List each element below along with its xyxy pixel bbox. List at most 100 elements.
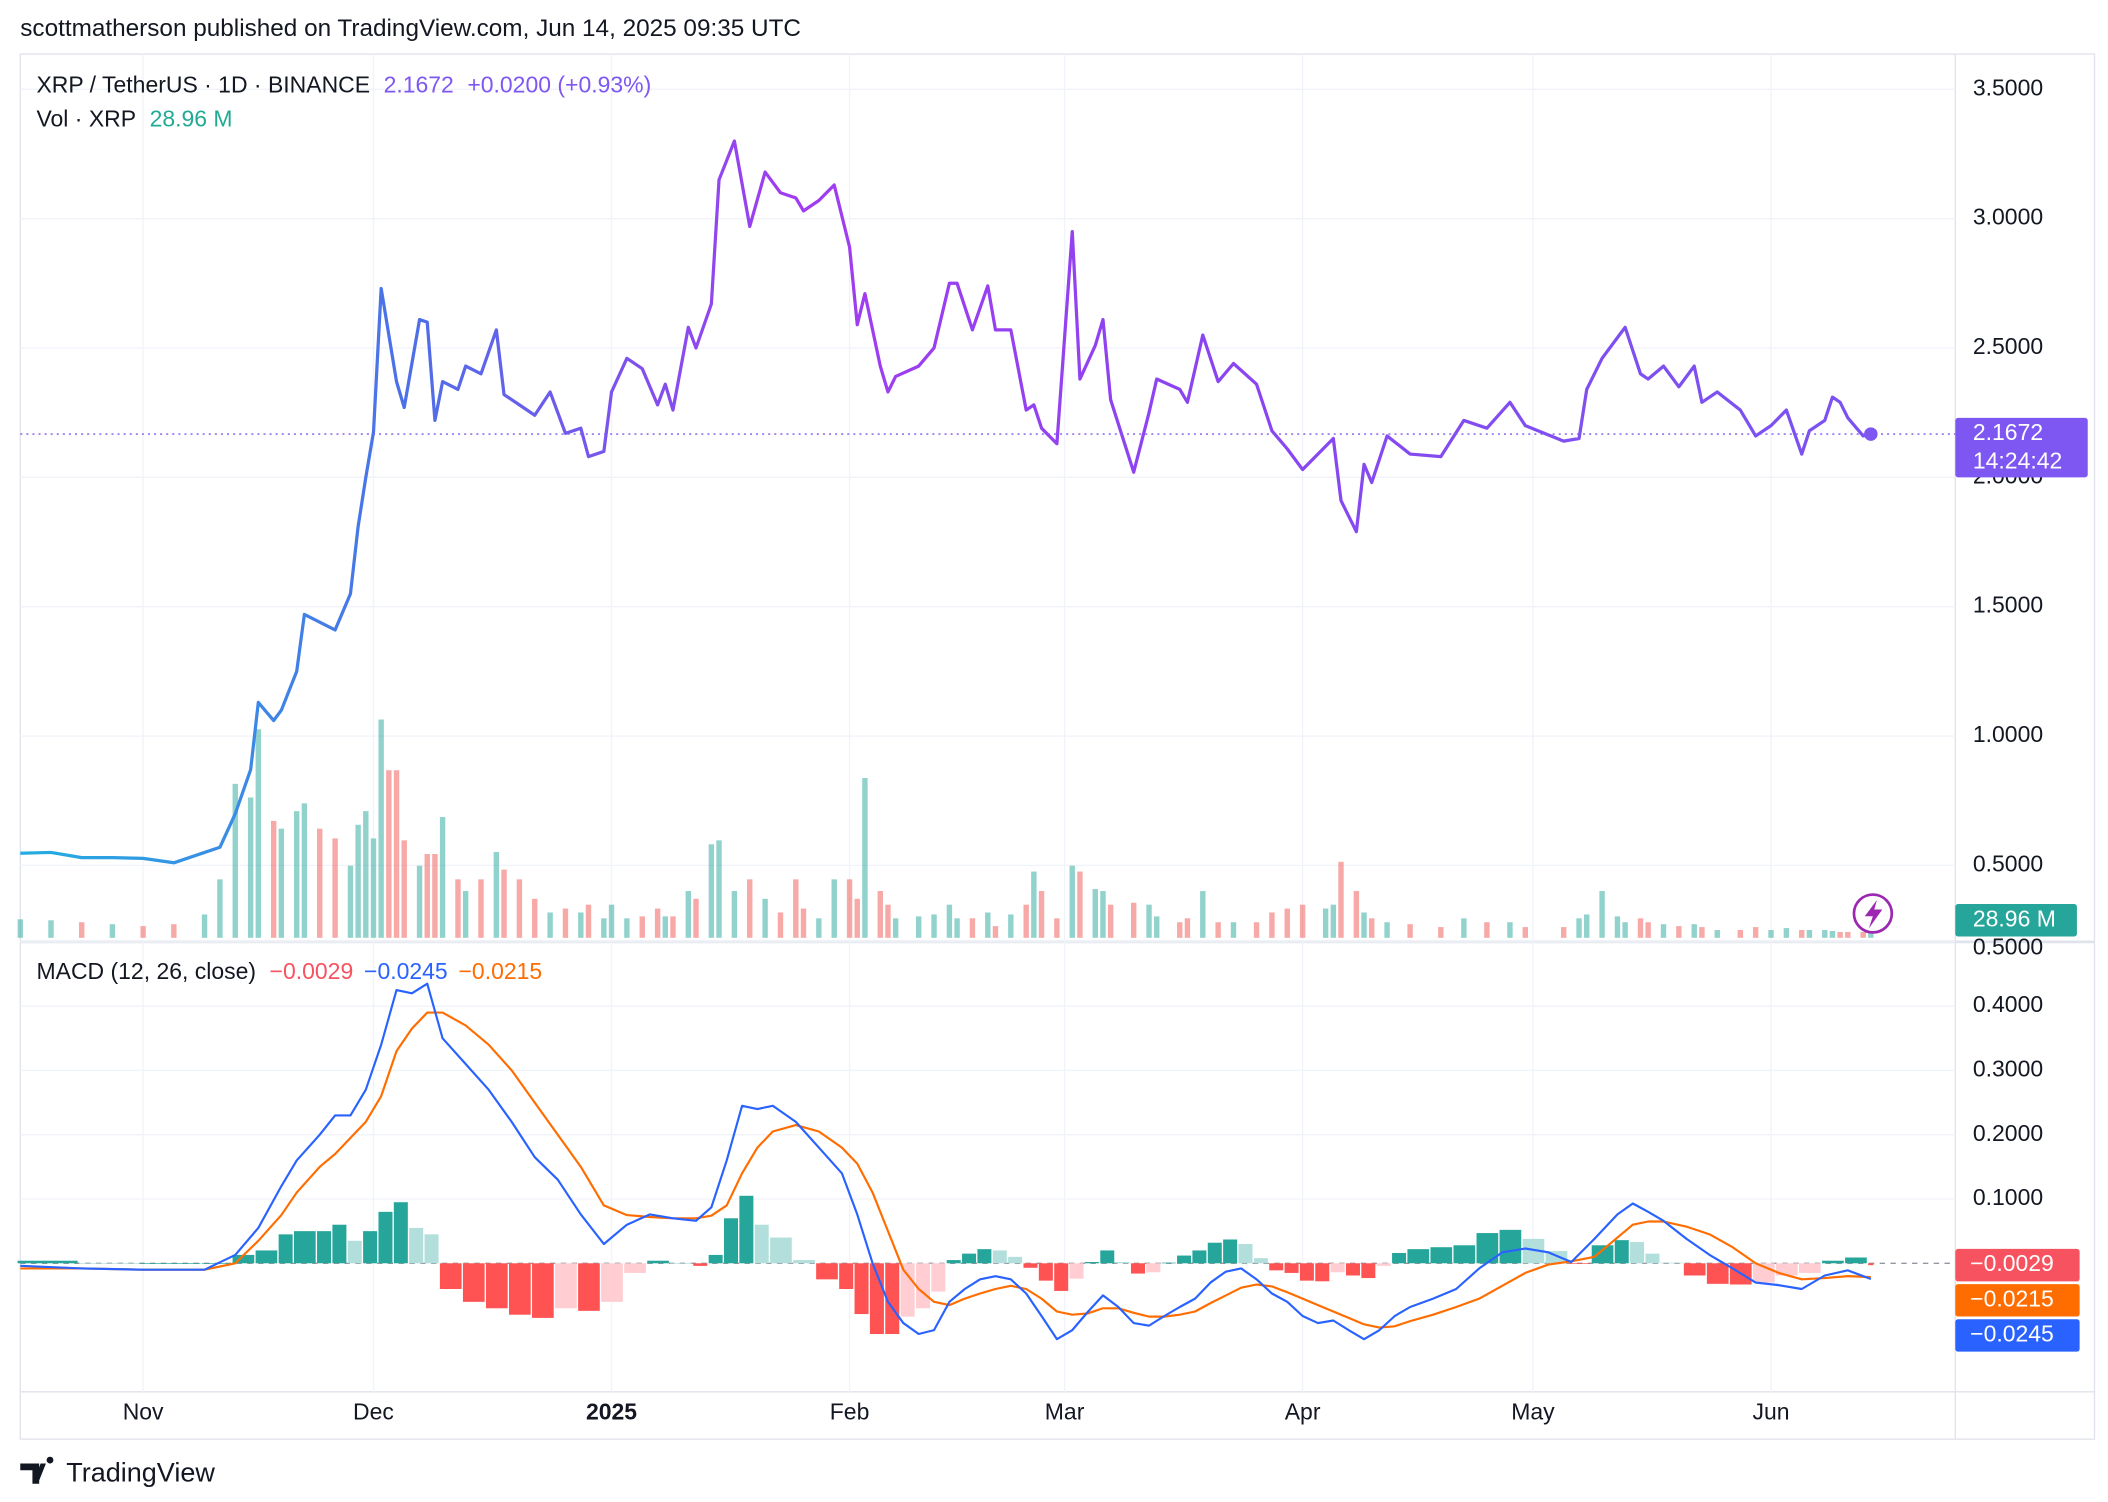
last-price: 2.1672: [384, 72, 454, 98]
histogram-bar: [1522, 1238, 1545, 1264]
volume-bar: [854, 898, 860, 938]
volume-bar: [439, 816, 446, 938]
volume-bar: [1107, 904, 1114, 938]
histogram-bar: [555, 1263, 577, 1309]
histogram-bar: [1799, 1263, 1821, 1273]
histogram-bar: [931, 1263, 946, 1292]
volume-bar: [317, 828, 323, 938]
histogram-bar: [1392, 1252, 1407, 1264]
volume-bar: [532, 898, 538, 938]
volume-bar: [1584, 914, 1590, 938]
volume-bar: [985, 912, 991, 938]
price-legend: XRP / TetherUS · 1D · BINANCE 2.1672 +0.02…: [36, 72, 651, 98]
axes: Nov Dec 2025 Feb Mar Apr May Jun 0.5000 1.0000 1.5…: [123, 74, 2088, 1425]
volume-bar: [1038, 891, 1045, 938]
volume-bar: [247, 797, 254, 938]
volume-bar: [424, 854, 430, 938]
volume-bar: [355, 824, 361, 938]
volume-bar: [931, 914, 937, 938]
volume-bar: [386, 770, 392, 938]
volume-bar: [777, 912, 784, 938]
volume-bar: [1338, 861, 1344, 938]
histogram-bar: [1299, 1263, 1314, 1281]
volume-bar: [363, 811, 369, 938]
volume-bar: [915, 916, 922, 938]
volume-bar: [1860, 931, 1866, 938]
volume-bar: [831, 879, 837, 938]
price-line: [20, 139, 1872, 865]
histogram-bar: [1361, 1263, 1376, 1279]
volume-bar: [1837, 931, 1843, 938]
volume-bar: [816, 918, 822, 938]
x-tick-label: Apr: [1285, 1399, 1321, 1425]
volume-bar: [347, 865, 354, 938]
histogram-bar: [1706, 1263, 1729, 1284]
y-tick-label: 0.5000: [1973, 850, 2043, 876]
volume-bar: [1637, 918, 1644, 938]
volume-bar: [370, 838, 377, 938]
volume-bar: [1622, 922, 1628, 938]
histogram-bar: [693, 1263, 708, 1266]
histogram-bar: [946, 1260, 961, 1264]
histogram-bar: [485, 1263, 508, 1309]
histogram-bar: [724, 1218, 739, 1264]
histogram-bar: [1100, 1250, 1115, 1264]
y-tick-label: 0.3000: [1973, 1055, 2043, 1081]
volume-bar: [578, 912, 584, 938]
tradingview-logo: TradingView: [20, 1456, 215, 1487]
macd-badge-value: −0.0245: [1970, 1320, 2054, 1346]
volume-bar: [1200, 891, 1206, 938]
histogram-bar: [1499, 1229, 1522, 1264]
volume-bar: [1868, 932, 1874, 938]
volume-bar: [1560, 927, 1567, 938]
histogram-bar: [278, 1234, 293, 1264]
histogram-bar: [1054, 1263, 1069, 1291]
volume-bar: [217, 879, 223, 938]
volume-bar: [232, 783, 238, 938]
histogram-bar: [1238, 1243, 1253, 1264]
histogram-bar: [1069, 1263, 1084, 1279]
volume-bar: [1845, 931, 1851, 938]
histogram-bar: [1630, 1242, 1645, 1264]
footer-brand: TradingView: [66, 1457, 215, 1487]
volume-bar: [731, 891, 738, 938]
volume-bar: [1369, 918, 1375, 938]
signal-badge: [1955, 1284, 2080, 1317]
histogram-bar: [232, 1254, 255, 1264]
histogram-bar: [1822, 1260, 1844, 1264]
histogram-bar: [1207, 1242, 1222, 1264]
price-badge: [1955, 417, 2088, 478]
symbol-title: XRP / TetherUS · 1D · BINANCE: [36, 72, 370, 98]
y-tick-label: 3.0000: [1973, 204, 2043, 230]
volume-bar: [78, 922, 85, 938]
price-badge-value: 2.1672: [1973, 419, 2043, 445]
volume-title: Vol · XRP: [36, 105, 136, 131]
y-tick-label: 1.5000: [1973, 592, 2043, 618]
volume-value: 28.96 M: [150, 105, 233, 131]
volume-bar: [1438, 927, 1444, 938]
histogram-bar: [1453, 1245, 1476, 1264]
volume-bar: [662, 916, 668, 938]
histogram-bar: [294, 1231, 316, 1264]
macd-badge: [1955, 1319, 2080, 1352]
volume-legend: Vol · XRP 28.96 M: [36, 105, 232, 131]
histogram-value: −0.0029: [270, 958, 354, 984]
marks: [17, 139, 1956, 1341]
volume-bar: [1154, 916, 1160, 938]
histogram-bar: [378, 1211, 393, 1264]
x-tick-label: May: [1511, 1399, 1555, 1425]
volume-bar: [1146, 904, 1152, 938]
histogram-bar: [1345, 1263, 1360, 1276]
volume-bar: [1322, 908, 1329, 938]
volume-bar: [109, 924, 116, 938]
volume-bar: [1184, 918, 1191, 938]
last-price-dot: [1864, 427, 1878, 441]
volume-bar: [1100, 891, 1106, 938]
histogram-bar: [1253, 1258, 1268, 1264]
histogram-bar: [708, 1254, 723, 1264]
histogram-bar: [1868, 1263, 1874, 1266]
y-tick-label: 3.5000: [1973, 74, 2043, 100]
histogram-bar: [1023, 1263, 1038, 1268]
